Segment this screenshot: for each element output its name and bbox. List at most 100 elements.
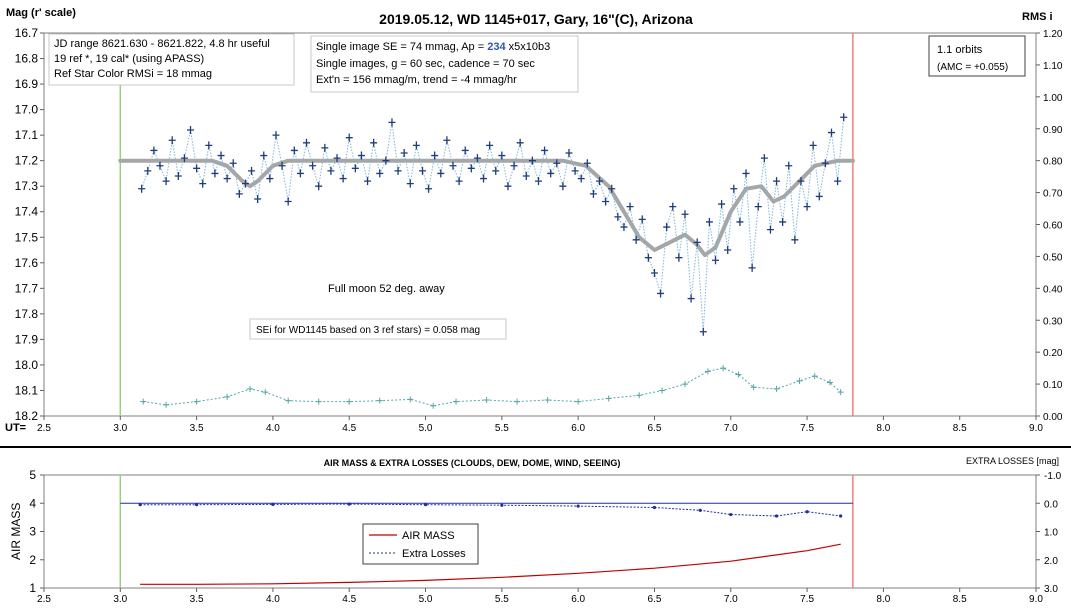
data-point <box>840 113 848 122</box>
top-x-tick-label: 4.5 <box>342 423 356 434</box>
data-point <box>803 202 811 211</box>
air-mass-axis-label: AIR MASS <box>9 503 23 560</box>
data-point <box>730 184 738 193</box>
data-point <box>162 177 170 186</box>
data-point <box>461 146 469 155</box>
data-point <box>248 166 256 175</box>
rms-point <box>796 377 803 384</box>
data-point <box>296 169 304 178</box>
data-point <box>498 151 506 160</box>
rms-point <box>140 398 147 405</box>
rms-point <box>544 397 551 404</box>
svg-text:Single image SE = 74 mmag, Ap: Single image SE = 74 mmag, Ap = 234 x5x1… <box>316 41 550 53</box>
top-x-tick-label: 7.5 <box>800 423 814 434</box>
top-y2-tick-label: 0.20 <box>1043 348 1063 359</box>
extra-losses-point <box>500 503 504 507</box>
rms-point <box>575 398 582 405</box>
bottom-y-tick-label: 3 <box>29 525 36 539</box>
data-point <box>394 166 402 175</box>
data-connector-line <box>141 117 845 332</box>
data-point <box>492 166 500 175</box>
data-point <box>614 212 622 221</box>
extra-losses-point <box>698 508 702 512</box>
bottom-y-tick-label: 2 <box>29 553 36 567</box>
data-point <box>241 179 249 188</box>
data-point <box>663 223 671 232</box>
bottom-y-tick-label: 4 <box>29 496 36 510</box>
top-y-tick-label: 17.9 <box>15 332 39 346</box>
top-y-tick-label: 17.3 <box>15 179 39 193</box>
bottom-x-tick-label: 4.5 <box>342 594 356 605</box>
bottom-x-tick-label: 3.0 <box>113 594 127 605</box>
data-point <box>211 169 219 178</box>
top-x-tick-label: 3.5 <box>190 423 204 434</box>
data-point <box>827 128 835 137</box>
data-point <box>669 202 677 211</box>
data-point <box>608 184 616 193</box>
data-point <box>724 246 732 255</box>
data-point <box>309 161 317 170</box>
legend-air-mass: AIR MASS <box>402 530 455 542</box>
rms-point <box>247 385 254 392</box>
rms-point <box>407 396 414 403</box>
bottom-x-tick-label: 5.5 <box>495 594 509 605</box>
bottom-x-tick-label: 3.5 <box>190 594 204 605</box>
data-point <box>455 177 463 186</box>
data-point <box>382 156 390 165</box>
rms-point <box>837 389 844 396</box>
data-point <box>559 182 567 191</box>
data-point <box>534 177 542 186</box>
rms-point <box>750 384 757 391</box>
data-point <box>205 141 213 150</box>
bottom-y2-tick-label: 0.0 <box>1044 499 1058 510</box>
data-point <box>180 154 188 163</box>
top-y-tick-label: 17.2 <box>15 154 39 168</box>
data-point <box>779 217 787 226</box>
data-point <box>571 166 579 175</box>
rms-point <box>514 398 521 405</box>
rms-point <box>163 401 170 408</box>
data-point <box>437 169 445 178</box>
extra-losses-point <box>805 510 809 514</box>
bottom-x-tick-label: 2.5 <box>37 594 51 605</box>
data-point <box>528 156 536 165</box>
data-point <box>638 215 646 224</box>
bottom-y2-tick-label: -1.0 <box>1044 471 1062 482</box>
data-point <box>235 189 243 198</box>
top-chart-title: 2019.05.12, WD 1145+017, Gary, 16"(C), A… <box>379 11 693 27</box>
top-y2-tick-label: 0.00 <box>1043 412 1063 423</box>
sei-text: SEi for WD1145 based on 3 ref stars) = 0… <box>256 325 480 336</box>
top-x-tick-label: 3.0 <box>113 423 127 434</box>
extra-losses-point <box>774 514 779 518</box>
extinction-text: Ext'n = 156 mmag/m, trend = -4 mmag/hr <box>316 74 517 86</box>
bottom-y2-tick-label: 3.0 <box>1044 584 1058 595</box>
rms-point <box>262 389 269 396</box>
model-curve <box>118 158 855 258</box>
data-point <box>815 192 823 201</box>
bottom-x-tick-label: 6.0 <box>571 594 585 605</box>
top-y-tick-label: 17.7 <box>15 281 39 295</box>
data-point <box>376 169 384 178</box>
data-point <box>486 141 494 150</box>
rms-point <box>224 393 231 400</box>
sei-box: SEi for WD1145 based on 3 ref stars) = 0… <box>249 318 507 340</box>
bottom-x-tick-label: 7.0 <box>724 594 738 605</box>
data-point <box>345 133 353 142</box>
extra-losses-point <box>576 504 580 508</box>
data-point <box>504 182 512 191</box>
top-x-tick-label: 8.5 <box>953 423 967 434</box>
data-point <box>589 189 597 198</box>
bottom-plot-area: 2.5 3.0 3.5 4.0 4.5 5.0 5.5 6.0 6.5 7.0 7.5 8.0 8.5 9… <box>29 468 1061 605</box>
data-point <box>443 136 451 145</box>
extra-losses-point <box>652 505 657 510</box>
info-line-3: Ref Star Color RMSi = 18 mmag <box>54 68 212 80</box>
data-point <box>370 138 378 147</box>
data-point <box>693 238 701 247</box>
info-box-1: JD range 8621.630 - 8621.822, 4.8 hr use… <box>48 33 295 86</box>
data-point <box>626 202 634 211</box>
data-point <box>339 174 347 183</box>
data-point <box>809 141 817 150</box>
top-y-tick-label: 17.0 <box>15 103 39 117</box>
top-x-tick-label: 9.0 <box>1029 423 1043 434</box>
top-y-tick-label: 17.5 <box>15 230 39 244</box>
